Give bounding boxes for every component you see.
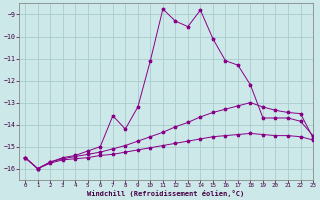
X-axis label: Windchill (Refroidissement éolien,°C): Windchill (Refroidissement éolien,°C) [87, 190, 244, 197]
